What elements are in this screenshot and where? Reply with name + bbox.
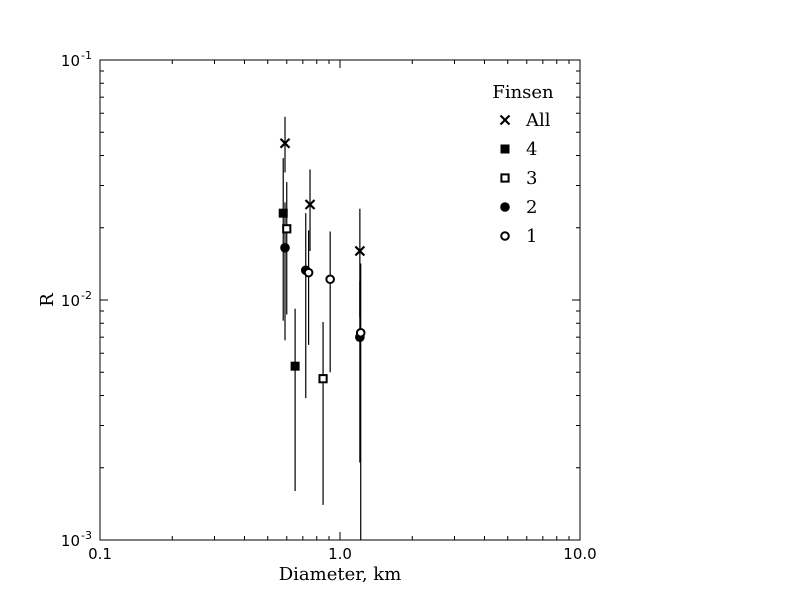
legend-entry: 4 — [500, 139, 537, 160]
ticks-layer — [99, 59, 581, 541]
data-point — [325, 274, 335, 285]
x-axis-label: Diameter, km — [279, 564, 402, 585]
legend-entry-label: 3 — [526, 168, 537, 189]
plot-frame — [99, 59, 581, 541]
y-tick-label-exponent: -3 — [81, 529, 92, 542]
data-point — [318, 374, 328, 384]
y-tick-label-base: 10 — [61, 292, 80, 310]
y-tick-label-base: 10 — [61, 52, 80, 70]
data-point-stroke — [279, 137, 291, 149]
legend-marker-stroke — [499, 114, 511, 126]
data-point — [303, 267, 314, 278]
legend-marker — [500, 144, 510, 154]
data-point-stroke — [304, 199, 316, 210]
legend-entries: All 4 3 2 1 — [499, 110, 551, 247]
legend-entry: All — [499, 110, 551, 131]
x-tick-label: 10.0 — [563, 545, 596, 563]
legend-entry-label: All — [525, 110, 551, 131]
legend: Finsen All 4 3 2 1 — [492, 82, 554, 247]
legend-entry-label: 1 — [526, 226, 537, 247]
legend-entry: 3 — [500, 168, 537, 189]
data-point — [290, 361, 300, 371]
x-tick-labels: 0.1 1.0 10.0 — [88, 545, 597, 563]
legend-title: Finsen — [492, 82, 554, 103]
data-point — [304, 199, 316, 210]
data-point — [278, 208, 288, 218]
data-point — [282, 224, 292, 234]
data-point — [355, 328, 366, 338]
legend-marker — [500, 231, 510, 241]
legend-entry: 1 — [500, 226, 537, 247]
data-point — [354, 245, 366, 257]
y-tick-label: 10 -1 — [61, 49, 92, 70]
x-tick-label: 1.0 — [328, 545, 352, 563]
data-point — [280, 243, 290, 253]
y-tick-labels: 10-310-210-1 — [61, 49, 92, 550]
data-point-stroke — [354, 245, 366, 257]
y-tick-label-base: 10 — [61, 532, 80, 550]
x-tick-label: 0.1 — [88, 545, 112, 563]
legend-entry-label: 4 — [526, 139, 537, 160]
legend-marker — [499, 114, 511, 126]
data-point — [279, 137, 291, 149]
y-tick-label: 10 -2 — [61, 289, 92, 310]
legend-marker — [500, 202, 510, 212]
y-tick-label-exponent: -2 — [81, 289, 92, 302]
plot-area — [99, 59, 581, 541]
legend-entry: 2 — [500, 197, 537, 218]
marks-layer — [278, 116, 366, 540]
y-tick-label: 10 -3 — [61, 529, 92, 550]
y-axis-label: R — [37, 293, 58, 307]
legend-marker — [500, 173, 510, 183]
y-tick-label-exponent: -1 — [81, 49, 92, 62]
legend-entry-label: 2 — [526, 197, 537, 218]
